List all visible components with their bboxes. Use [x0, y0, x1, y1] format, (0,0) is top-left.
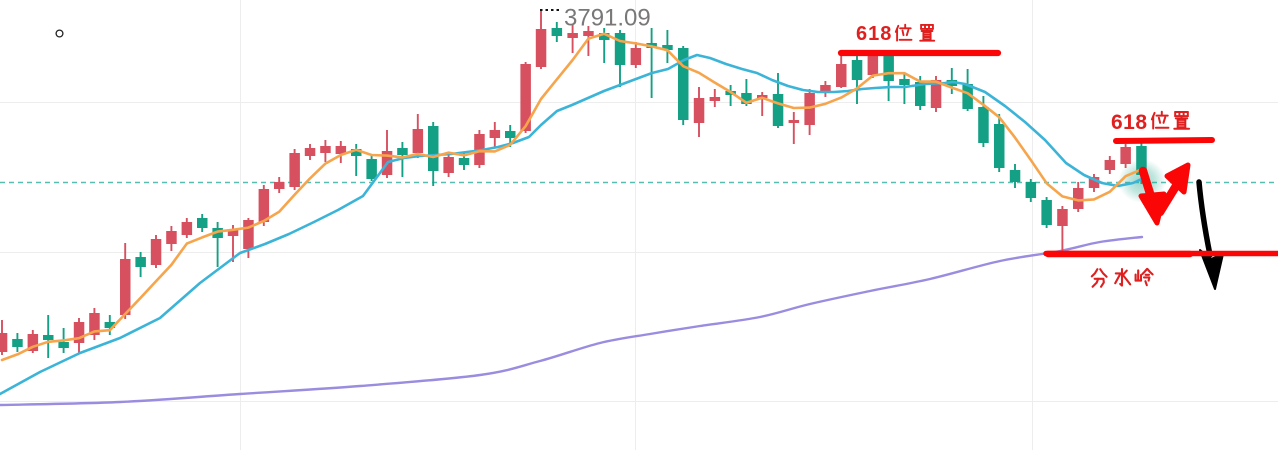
svg-text:618: 618: [856, 23, 892, 45]
svg-text:3791.09: 3791.09: [564, 5, 651, 32]
svg-text:618: 618: [1111, 111, 1148, 134]
